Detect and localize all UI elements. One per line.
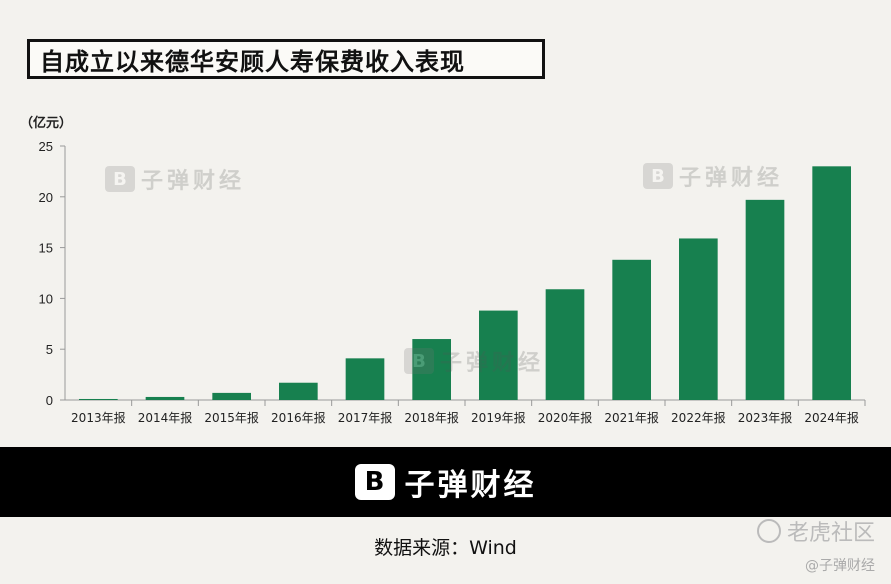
y-unit-label: （亿元） (20, 116, 73, 131)
watermark-logo-icon: B (404, 348, 434, 374)
x-tick-label: 2024年报 (804, 410, 859, 425)
bar (612, 259, 651, 400)
bar (745, 199, 785, 400)
bar (212, 392, 251, 400)
bar-chart: 0 5 10 15 20 25 2013年报 2014年报 2015年报 2016年报 2017年报… (39, 139, 866, 425)
tiger-paw-icon (756, 519, 781, 543)
bar (145, 396, 185, 400)
watermark-logo-icon: B (643, 163, 673, 189)
watermark-text: 子弹财经 (679, 166, 784, 191)
bar (679, 238, 718, 400)
bar (345, 358, 385, 400)
watermark-text: 子弹财经 (440, 351, 545, 376)
corner-watermark: 老虎社区 (756, 515, 875, 547)
x-tick-label: 2021年报 (604, 410, 659, 425)
bar (545, 289, 585, 400)
bar (279, 382, 318, 400)
chart-title: 自成立以来德华安顾人寿保费收入表现 (40, 47, 465, 76)
x-tick-label: 2018年报 (404, 410, 459, 425)
corner-watermark-sub: @子弹财经 (805, 558, 875, 574)
x-tick-label: 2022年报 (671, 410, 726, 425)
y-tick-label: 20 (39, 190, 53, 205)
x-tick-label: 2014年报 (138, 410, 193, 425)
x-tick-label: 2023年报 (738, 410, 793, 425)
x-tick-label: 2020年报 (538, 410, 593, 425)
data-source: 数据来源：Wind (374, 537, 517, 559)
x-tick-label: 2016年报 (271, 410, 326, 425)
watermark-2: B 子弹财经 (643, 160, 783, 192)
watermark-1: B 子弹财经 (105, 163, 245, 195)
title-box: 自成立以来德华安顾人寿保费收入表现 (27, 39, 545, 79)
brand-logo-icon: B (354, 464, 395, 500)
x-tick-label: 2013年报 (71, 410, 126, 425)
brand-name: 子弹财经 (404, 468, 537, 503)
bar (79, 398, 118, 400)
x-tick-label: 2017年报 (338, 410, 393, 425)
y-tick-label: 25 (39, 139, 53, 154)
y-tick-label: 15 (39, 241, 53, 256)
watermark-text: 子弹财经 (141, 169, 246, 194)
watermark-logo-icon: B (105, 166, 135, 192)
watermark-3: B 子弹财经 (404, 345, 544, 377)
bar (412, 339, 451, 400)
x-tick-label: 2015年报 (204, 410, 259, 425)
y-tick-label: 5 (46, 342, 53, 357)
bar (479, 310, 518, 400)
brand-bar: B 子弹财经 (0, 447, 891, 517)
y-tick-label: 10 (39, 291, 53, 306)
corner-watermark-main: 老虎社区 (786, 521, 875, 546)
bar (812, 166, 851, 400)
y-tick-label: 0 (46, 393, 53, 408)
x-tick-label: 2019年报 (471, 410, 526, 425)
